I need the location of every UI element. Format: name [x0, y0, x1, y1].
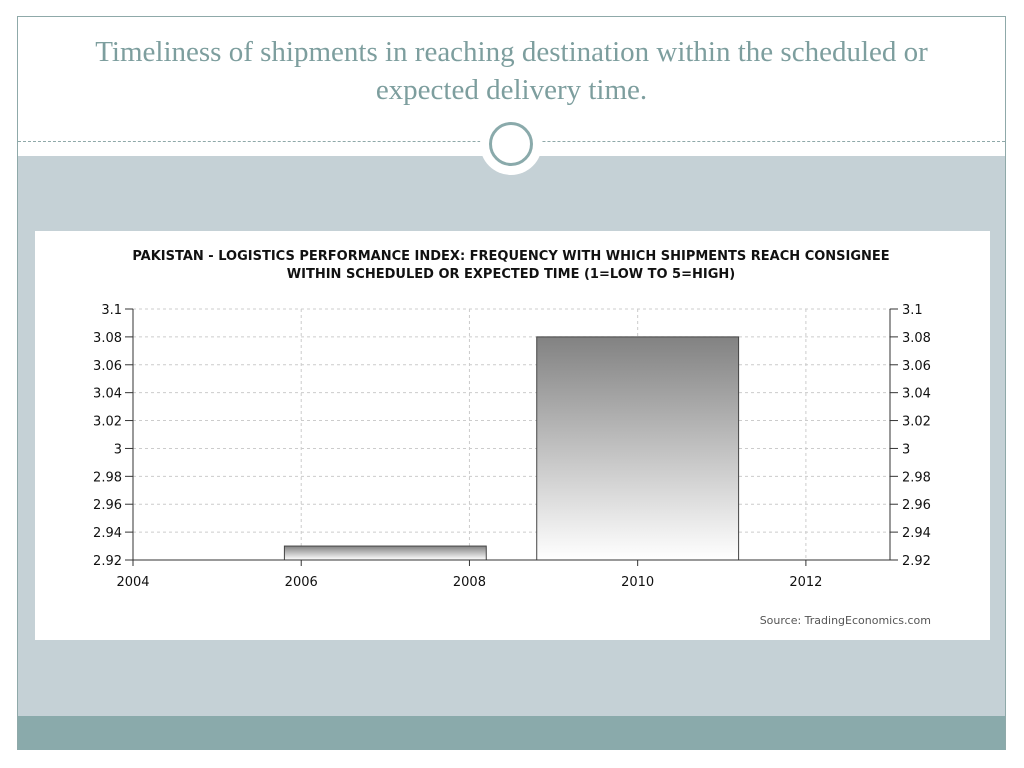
grid-layer: [133, 308, 890, 561]
footer-band: [18, 716, 1005, 750]
y-tick-label-left: 2.92: [93, 554, 122, 569]
x-tick-label: 2006: [285, 575, 318, 590]
label-layer: 2.92 2.92 2.94 2.94 2.96 2.96 2.98 2.98 3 3 3.02 3.…: [93, 303, 931, 590]
y-tick-label-right: 3.02: [902, 415, 931, 430]
bar-chart: PAKISTAN - LOGISTICS PERFORMANCE INDEX: …: [93, 249, 931, 627]
y-tick-label-left: 2.98: [93, 470, 122, 485]
slide-title: Timeliness of shipments in reaching dest…: [95, 36, 928, 106]
y-tick-label-right: 2.98: [902, 470, 931, 485]
y-tick-label-left: 2.96: [93, 498, 122, 513]
chart-title-line-2: WITHIN SCHEDULED OR EXPECTED TIME (1=LOW…: [287, 267, 735, 282]
bar-1: [283, 545, 487, 561]
chart-title-line-1: PAKISTAN - LOGISTICS PERFORMANCE INDEX: …: [132, 249, 889, 264]
y-tick-label-left: 3: [114, 442, 122, 457]
x-tick-label: 2010: [621, 575, 654, 590]
x-tick-label: 2008: [453, 575, 486, 590]
y-tick-label-right: 2.92: [902, 554, 931, 569]
chart-panel: PAKISTAN - LOGISTICS PERFORMANCE INDEX: …: [35, 231, 990, 640]
y-tick-label-right: 3.06: [902, 359, 931, 374]
circle-ornament-icon: [480, 113, 542, 175]
y-tick-label-left: 3.04: [93, 387, 122, 402]
bar-layer: [283, 336, 740, 561]
y-tick-label-left: 3.06: [93, 359, 122, 374]
y-tick-label-right: 2.96: [902, 498, 931, 513]
y-tick-label-right: 2.94: [902, 526, 931, 541]
bar-2: [536, 336, 740, 561]
y-tick-label-left: 3.08: [93, 331, 122, 346]
y-tick-label-right: 3.1: [902, 303, 923, 318]
y-tick-label-left: 3.02: [93, 415, 122, 430]
y-tick-label-right: 3: [902, 442, 910, 457]
y-tick-label-left: 2.94: [93, 526, 122, 541]
chart-source: Source: TradingEconomics.com: [760, 614, 931, 627]
x-tick-label: 2012: [789, 575, 822, 590]
circle-ornament-ring: [489, 122, 533, 166]
y-tick-label-right: 3.08: [902, 331, 931, 346]
axis-layer: [125, 308, 898, 566]
y-tick-label-left: 3.1: [101, 303, 122, 318]
y-tick-label-right: 3.04: [902, 387, 931, 402]
x-tick-label: 2004: [116, 575, 149, 590]
